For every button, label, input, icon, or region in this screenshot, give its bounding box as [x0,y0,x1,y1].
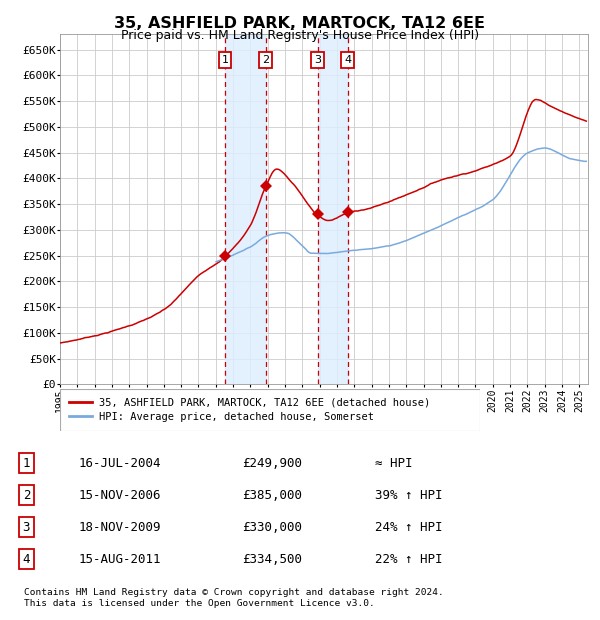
FancyBboxPatch shape [60,389,480,431]
Text: 2: 2 [262,55,269,65]
Text: 2: 2 [23,489,30,502]
Text: 3: 3 [23,521,30,534]
Legend: 35, ASHFIELD PARK, MARTOCK, TA12 6EE (detached house), HPI: Average price, detac: 35, ASHFIELD PARK, MARTOCK, TA12 6EE (de… [70,398,430,422]
Text: £385,000: £385,000 [242,489,302,502]
Text: £249,900: £249,900 [242,457,302,470]
Text: £330,000: £330,000 [242,521,302,534]
Text: 39% ↑ HPI: 39% ↑ HPI [375,489,442,502]
Text: 22% ↑ HPI: 22% ↑ HPI [375,553,442,566]
Text: £334,500: £334,500 [242,553,302,566]
Bar [318,34,348,384]
Text: 1: 1 [23,457,30,470]
Text: 15-AUG-2011: 15-AUG-2011 [78,553,161,566]
Bar [225,34,266,384]
Text: 18-NOV-2009: 18-NOV-2009 [78,521,161,534]
Text: 16-JUL-2004: 16-JUL-2004 [78,457,161,470]
Text: 4: 4 [23,553,30,566]
Text: Contains HM Land Registry data © Crown copyright and database right 2024.
This d: Contains HM Land Registry data © Crown c… [23,588,443,608]
Text: 3: 3 [314,55,321,65]
Text: 4: 4 [344,55,351,65]
Text: 1: 1 [221,55,229,65]
Text: 35, ASHFIELD PARK, MARTOCK, TA12 6EE: 35, ASHFIELD PARK, MARTOCK, TA12 6EE [115,16,485,31]
Text: Price paid vs. HM Land Registry's House Price Index (HPI): Price paid vs. HM Land Registry's House … [121,29,479,42]
Text: 15-NOV-2006: 15-NOV-2006 [78,489,161,502]
Text: 24% ↑ HPI: 24% ↑ HPI [375,521,442,534]
Text: ≈ HPI: ≈ HPI [375,457,412,470]
